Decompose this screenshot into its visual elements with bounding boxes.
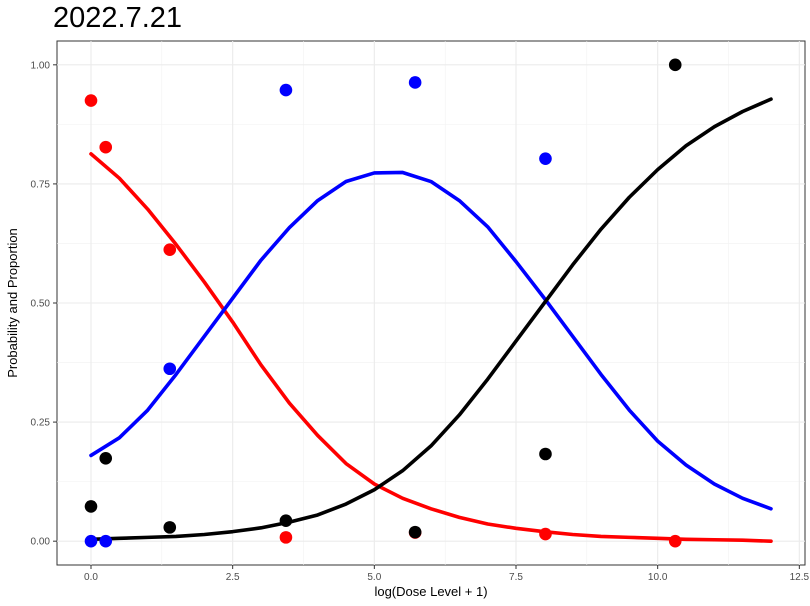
- point-series-2: [163, 362, 177, 376]
- x-tick-label: 12.5: [790, 572, 810, 583]
- point-series-2: [84, 534, 98, 548]
- y-tick-label: 0.00: [31, 537, 51, 548]
- point-series-1: [539, 527, 552, 541]
- fitted-curves: [89, 97, 773, 543]
- x-tick-label: 7.5: [509, 572, 523, 583]
- x-tick-label: 10.0: [648, 572, 668, 583]
- x-tick-label: 0.0: [84, 572, 98, 583]
- point-series-3: [539, 447, 552, 461]
- point-series-3: [163, 521, 177, 534]
- chart-title: 2022.7.21: [53, 2, 183, 34]
- y-axis-title: Probability and Proportion: [5, 228, 20, 378]
- y-tick-label: 0.50: [31, 299, 51, 310]
- curve-series-3: [89, 97, 773, 542]
- grid-lines: [57, 41, 805, 565]
- point-series-2: [539, 152, 552, 165]
- curve-series-1: [89, 152, 773, 543]
- y-tick-label: 0.25: [31, 418, 51, 429]
- x-tick-label: 2.5: [226, 572, 240, 583]
- x-axis-title: log(Dose Level + 1): [374, 584, 487, 599]
- point-series-1: [99, 140, 113, 154]
- point-series-1: [279, 531, 293, 544]
- point-series-3: [84, 500, 98, 513]
- point-series-1: [84, 94, 98, 107]
- point-series-3: [668, 58, 682, 72]
- point-series-3: [279, 514, 293, 527]
- axes: 0.0 2.5 5.0 7.5 10.0 12.5 0.00 0.25 0.50 0.75 1.00: [31, 60, 810, 583]
- point-series-1: [668, 534, 682, 548]
- point-series-2: [279, 83, 293, 97]
- point-series-2: [408, 76, 422, 89]
- data-points: [84, 58, 682, 548]
- y-tick-label: 0.75: [31, 179, 51, 190]
- point-series-2: [99, 534, 113, 548]
- point-series-3: [99, 451, 113, 465]
- y-tick-label: 1.00: [31, 60, 51, 71]
- point-series-1: [163, 243, 177, 256]
- x-tick-label: 5.0: [367, 572, 381, 583]
- curve-series-2: [89, 170, 773, 511]
- point-series-3: [408, 525, 422, 539]
